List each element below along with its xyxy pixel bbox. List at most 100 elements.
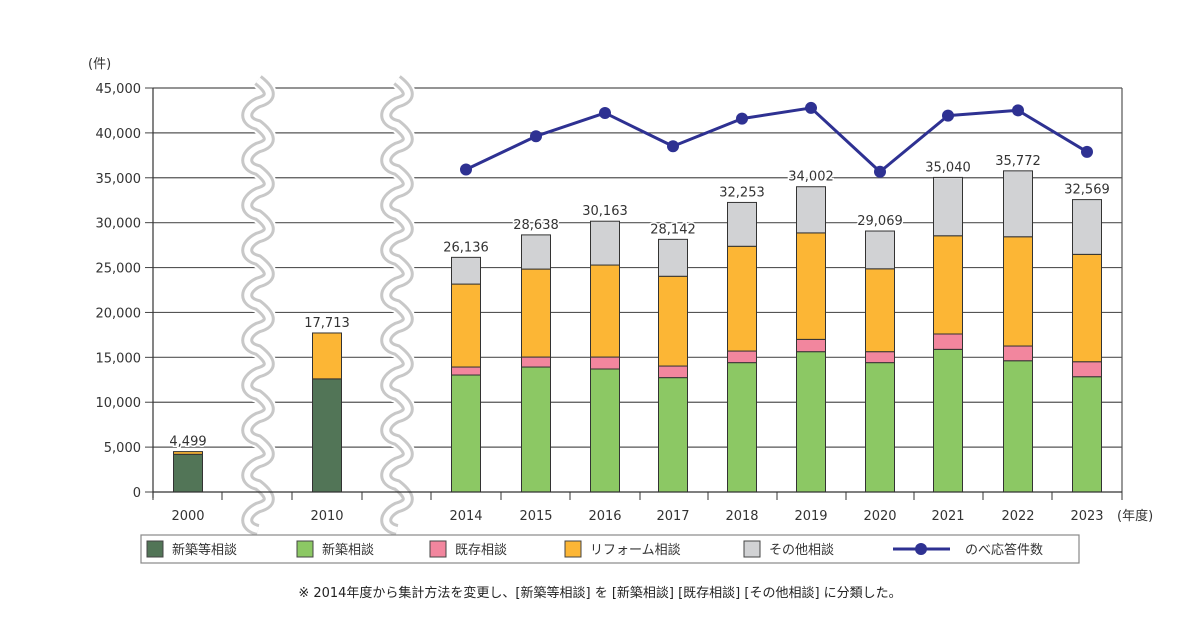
bars: [173, 170, 1102, 493]
x-tick-label: 2022: [1001, 509, 1034, 524]
total-label: 28,142: [650, 222, 696, 237]
y-tick-label: 20,000: [96, 306, 142, 321]
bar-segment: [933, 333, 963, 350]
y-tick-label: 15,000: [96, 351, 142, 366]
bar-segment: [173, 451, 203, 455]
legend-marker: [915, 543, 927, 555]
legend-label: 新築等相談: [172, 542, 237, 558]
bar-segment: [451, 366, 481, 376]
bar-segment: [658, 365, 688, 379]
axis-breaks: [239, 73, 416, 538]
total-label: 30,163: [582, 204, 628, 219]
bar-segment: [1072, 199, 1102, 255]
legend-label: のべ応答件数: [965, 542, 1043, 558]
bar-segment: [658, 275, 688, 367]
x-tick-label: 2023: [1070, 509, 1103, 524]
bar-segment: [521, 234, 551, 270]
x-tick-label: 2020: [863, 509, 896, 524]
bar-segment: [451, 256, 481, 285]
y-tick-label: 25,000: [96, 262, 142, 277]
legend: 新築等相談 新築相談 既存相談 リフォーム相談 その他相談 のべ応答件数: [140, 534, 1080, 564]
bar-segment: [658, 377, 688, 493]
bar-segment: [727, 350, 757, 364]
total-label: 32,569: [1064, 183, 1110, 198]
bar-segment: [865, 351, 895, 364]
bar-segment: [312, 332, 342, 380]
bar-segment: [796, 351, 826, 493]
legend-swatch: [146, 540, 164, 558]
bar-segment: [590, 264, 620, 358]
x-tick-label: 2017: [656, 509, 689, 524]
legend-swatch: [296, 540, 314, 558]
y-axis-label: (件): [88, 57, 111, 72]
bar-segment: [451, 283, 481, 368]
footnote: ※ 2014年度から集計方法を変更し、[新築等相談] を [新築相談] [既存相…: [298, 586, 902, 601]
bar-segment: [521, 366, 551, 493]
x-tick-label: 2016: [588, 509, 621, 524]
bar-segment: [796, 232, 826, 340]
x-axis-label: (年度): [1117, 508, 1153, 524]
total-label: 26,136: [443, 240, 489, 255]
bar-segment: [658, 238, 688, 277]
total-label: 35,772: [995, 154, 1041, 169]
bar-segment: [1003, 360, 1033, 493]
total-label: 35,040: [925, 160, 971, 175]
total-label: 28,638: [513, 218, 559, 233]
x-tick-label: 2021: [931, 509, 964, 524]
y-tick-label: 30,000: [96, 217, 142, 232]
bar-segment: [1072, 253, 1102, 363]
line-point: [599, 106, 611, 119]
bar-segment: [312, 378, 342, 493]
total-label: 32,253: [719, 185, 765, 200]
bar-segment: [933, 176, 963, 237]
bar-segment: [727, 245, 757, 352]
bar-segment: [451, 374, 481, 493]
legend-label: その他相談: [769, 542, 834, 558]
total-labels: 4,499 17,713 26,136 28,638 30,163 28,142 32,25…: [168, 152, 1111, 451]
y-tick-label: 0: [133, 486, 141, 501]
y-tick-label: 35,000: [96, 172, 142, 187]
legend-label: リフォーム相談: [590, 542, 681, 558]
bar-segment: [796, 338, 826, 353]
legend-swatch: [743, 540, 761, 558]
bar-segment: [865, 268, 895, 353]
total-label: 4,499: [169, 435, 206, 450]
bar-segment: [727, 362, 757, 493]
legend-label: 既存相談: [455, 542, 507, 558]
bar-segment: [865, 230, 895, 270]
total-label: 29,069: [857, 214, 903, 229]
y-tick-label: 10,000: [96, 396, 142, 411]
bar-segment: [590, 368, 620, 493]
bar-segment: [1003, 345, 1033, 362]
total-label: 17,713: [304, 316, 350, 331]
line-path: [465, 106, 1088, 174]
bar-segment: [590, 220, 620, 266]
bar-segment: [173, 453, 203, 493]
line-point: [530, 130, 542, 143]
legend-swatch: [564, 540, 582, 558]
y-tick-label: 40,000: [96, 127, 142, 142]
line-point: [1012, 104, 1024, 117]
x-tick-label: 2015: [519, 509, 552, 524]
y-tick-label: 45,000: [96, 82, 142, 97]
axes: 2000 2010 2014 2015 2016 2017 2018 2019 2020 2021…: [152, 88, 1123, 524]
line-point: [942, 109, 954, 122]
bar-segment: [521, 356, 551, 368]
bar-segment: [796, 186, 826, 234]
legend-swatch: [429, 540, 447, 558]
axis-break-gap: [383, 77, 411, 533]
line-point: [874, 165, 886, 178]
y-tick-label: 5,000: [104, 441, 141, 456]
bar-segment: [933, 348, 963, 493]
bar-segment: [865, 362, 895, 493]
line-point: [667, 140, 679, 153]
x-tick-label: 2019: [794, 509, 827, 524]
bar-segment: [727, 201, 757, 247]
line-point: [1081, 145, 1093, 158]
bar-segment: [521, 268, 551, 358]
line-series: [460, 101, 1093, 178]
line-point: [460, 163, 472, 176]
bar-segment: [1072, 376, 1102, 493]
bar-segment: [933, 235, 963, 335]
